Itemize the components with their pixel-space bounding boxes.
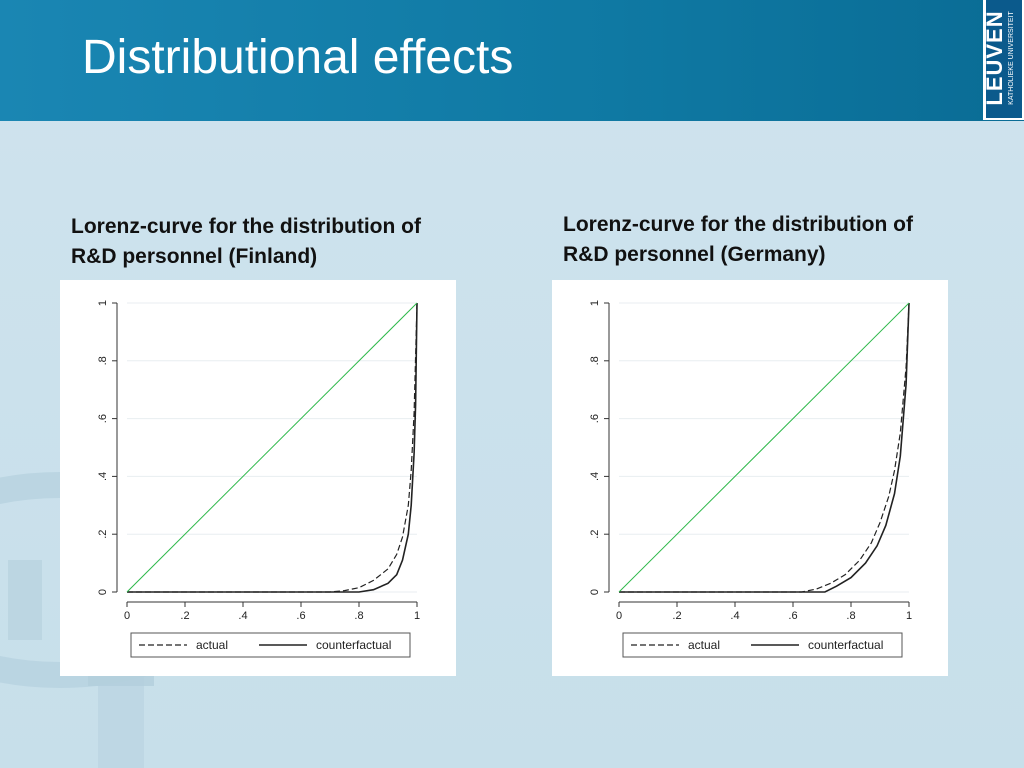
y-tick-label: 1	[97, 300, 109, 306]
x-tick-label: 1	[906, 610, 912, 622]
slide-title: Distributional effects	[82, 31, 514, 84]
series-line-actual	[127, 302, 418, 593]
chart-panel-finland: 0 .2 .4 .6 .8 1 0 .2 .4 .6 .8 1 actual counterfactual	[60, 280, 456, 676]
x-tick-label: .6	[296, 610, 305, 622]
lorenz-chart-germany: 0 .2 .4 .6 .8 1 0 .2 .4 .6 .8 1 actual counterfactual	[589, 300, 912, 658]
chart-title-line: Lorenz-curve for the distribution of	[563, 213, 913, 236]
series-line-actual	[619, 302, 910, 593]
chart-title-line: Lorenz-curve for the distribution of	[71, 215, 421, 238]
logo-subtitle: KATHOLIEKE UNIVERSITEIT	[1008, 11, 1015, 105]
legend-label-counterfactual: counterfactual	[316, 638, 391, 652]
legend-label-counterfactual: counterfactual	[808, 638, 883, 652]
x-tick-label: .8	[354, 610, 363, 622]
y-tick-label: .8	[97, 356, 109, 365]
x-tick-label: .4	[238, 610, 247, 622]
chart-title-germany: Lorenz-curve for the distribution of R&D…	[563, 210, 913, 270]
university-logo: LEUVEN KATHOLIEKE UNIVERSITEIT	[982, 0, 1024, 120]
y-tick-label: .2	[589, 530, 601, 539]
y-tick-label: .2	[97, 530, 109, 539]
logo-wordmark: LEUVEN	[982, 10, 1007, 106]
x-tick-label: .6	[788, 610, 797, 622]
x-tick-label: 0	[616, 610, 622, 622]
x-tick-label: .8	[846, 610, 855, 622]
legend-label-actual: actual	[688, 638, 720, 652]
chart-title-finland: Lorenz-curve for the distribution of R&D…	[71, 212, 421, 272]
chart-title-line: R&D personnel (Finland)	[71, 245, 318, 268]
x-tick-label: 0	[124, 610, 130, 622]
y-tick-label: .4	[97, 472, 109, 481]
chart-panel-germany: 0 .2 .4 .6 .8 1 0 .2 .4 .6 .8 1 actual counterfactual	[552, 280, 948, 676]
legend-label-actual: actual	[196, 638, 228, 652]
series-line-counterfactual	[619, 302, 910, 593]
logo-background	[986, 0, 1022, 118]
lorenz-chart-finland: 0 .2 .4 .6 .8 1 0 .2 .4 .6 .8 1 actual counterfactual	[97, 300, 420, 658]
x-tick-label: 1	[414, 610, 420, 622]
y-tick-label: .6	[589, 414, 601, 423]
y-tick-label: 1	[589, 300, 601, 306]
y-tick-label: .4	[589, 472, 601, 481]
y-tick-label: 0	[97, 589, 109, 595]
y-tick-label: .6	[97, 414, 109, 423]
x-tick-label: .2	[672, 610, 681, 622]
y-tick-label: .8	[589, 356, 601, 365]
chart-title-line: R&D personnel (Germany)	[563, 243, 826, 266]
y-tick-label: 0	[589, 589, 601, 595]
equality-line	[126, 302, 418, 593]
slide-header: Distributional effects LEUVEN KATHOLIEKE…	[0, 0, 1024, 121]
equality-line	[618, 302, 910, 593]
x-tick-label: .4	[730, 610, 739, 622]
series-line-counterfactual	[127, 302, 418, 593]
x-tick-label: .2	[180, 610, 189, 622]
